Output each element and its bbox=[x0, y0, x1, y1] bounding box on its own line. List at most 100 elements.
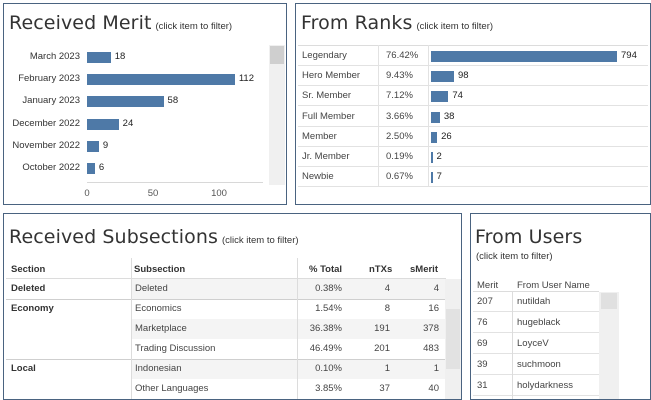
merit-scroll-thumb[interactable] bbox=[270, 46, 284, 64]
rank-bar[interactable] bbox=[431, 131, 438, 143]
subsections-scroll-thumb[interactable] bbox=[446, 309, 460, 369]
received-subsections-panel: Received Subsections (click item to filte… bbox=[3, 213, 462, 400]
rank-percentage: 9.43% bbox=[386, 70, 413, 82]
merit-bar[interactable] bbox=[87, 96, 164, 108]
smerit-cell: 378 bbox=[423, 323, 439, 334]
merit-scrollbar[interactable] bbox=[269, 45, 285, 185]
rank-row[interactable]: Full Member 3.66% 38 bbox=[298, 107, 648, 127]
col-header-smerit[interactable]: sMerit bbox=[410, 264, 438, 275]
user-row[interactable]: 31 holydarkness bbox=[473, 376, 599, 396]
ntxs-cell: 8 bbox=[384, 303, 390, 314]
smerit-cell: 40 bbox=[428, 383, 439, 394]
from-ranks-hint: (click item to filter) bbox=[416, 21, 494, 32]
pct-total-cell: 46.49% bbox=[309, 343, 342, 354]
rank-row[interactable]: Member 2.50% 26 bbox=[298, 127, 648, 147]
rank-value-label: 2 bbox=[436, 151, 442, 162]
subsections-scrollbar[interactable] bbox=[445, 279, 461, 399]
subsections-header-line bbox=[6, 278, 446, 279]
merit-x-tick-label: 100 bbox=[211, 188, 227, 199]
users-scroll-thumb[interactable] bbox=[601, 293, 617, 309]
subsection-row[interactable] bbox=[132, 339, 445, 359]
merit-cell: 69 bbox=[477, 338, 488, 349]
rank-name: Newbie bbox=[302, 171, 334, 183]
users-header-line bbox=[473, 291, 599, 292]
users-scrollbar[interactable] bbox=[599, 292, 619, 399]
rank-row[interactable]: Legendary 76.42% 794 bbox=[298, 46, 648, 66]
merit-bar[interactable] bbox=[87, 140, 99, 152]
section-group-line bbox=[6, 299, 445, 300]
subsection-cell: Trading Discussion bbox=[135, 343, 216, 354]
col-header-pct-total[interactable]: % Total bbox=[309, 264, 343, 275]
subsections-hint: (click item to filter) bbox=[221, 235, 299, 246]
merit-category-label: February 2023 bbox=[18, 73, 80, 85]
user-row[interactable]: 207 nutildah bbox=[473, 292, 599, 312]
ntxs-cell: 37 bbox=[379, 383, 390, 394]
merit-bar[interactable] bbox=[87, 74, 235, 86]
rank-value-label: 7 bbox=[436, 171, 442, 183]
rank-row[interactable]: Hero Member 9.43% 98 bbox=[298, 66, 648, 87]
pct-total-cell: 36.38% bbox=[309, 323, 342, 334]
rank-bar[interactable] bbox=[431, 172, 433, 184]
from-users-panel: From Users (click item to filter) Merit … bbox=[470, 213, 651, 400]
merit-bar[interactable] bbox=[87, 52, 111, 63]
received-merit-panel: Received Merit (click item to filter) Mar… bbox=[3, 3, 287, 205]
rank-row[interactable]: Sr. Member 7.12% 74 bbox=[298, 86, 648, 107]
rank-percentage: 3.66% bbox=[386, 110, 413, 122]
rank-row[interactable]: Newbie 0.67% 7 bbox=[298, 167, 648, 188]
ranks-col-sep-2 bbox=[428, 45, 429, 187]
merit-bar[interactable] bbox=[87, 118, 119, 130]
section-group-line bbox=[6, 359, 445, 360]
subsection-row[interactable] bbox=[132, 359, 445, 379]
col-header-subsection[interactable]: Subsection bbox=[134, 264, 186, 275]
rank-name: Member bbox=[302, 130, 337, 142]
rank-percentage: 0.19% bbox=[386, 151, 413, 162]
smerit-cell: 483 bbox=[423, 343, 439, 354]
rank-name: Sr. Member bbox=[302, 90, 352, 102]
from-ranks-title: From Ranks (click item to filter) bbox=[301, 12, 493, 34]
section-cell: Deleted bbox=[11, 283, 46, 294]
merit-bar[interactable] bbox=[87, 163, 95, 174]
merit-x-axis bbox=[87, 182, 263, 183]
pct-total-cell: 0.10% bbox=[315, 363, 342, 374]
ranks-top-line bbox=[298, 45, 648, 46]
rank-bar[interactable] bbox=[431, 51, 617, 62]
subsection-cell: Other Languages bbox=[135, 383, 209, 394]
from-users-heading: From Users bbox=[475, 226, 583, 248]
from-ranks-panel: From Ranks (click item to filter) Legenda… bbox=[295, 3, 651, 205]
rank-value-label: 74 bbox=[452, 90, 463, 102]
rank-value-label: 794 bbox=[621, 50, 637, 61]
ntxs-cell: 1 bbox=[384, 363, 390, 374]
col-header-ntxs[interactable]: nTXs bbox=[369, 264, 393, 275]
user-row[interactable]: 69 LoyceV bbox=[473, 334, 599, 354]
pct-total-cell: 0.38% bbox=[315, 283, 342, 294]
col-header-section[interactable]: Section bbox=[11, 264, 46, 275]
merit-category-label: November 2022 bbox=[12, 139, 80, 151]
subsection-row[interactable] bbox=[132, 299, 445, 319]
ranks-col-sep-1 bbox=[378, 45, 379, 187]
merit-cell: 39 bbox=[477, 359, 488, 370]
received-merit-title: Received Merit (click item to filter) bbox=[9, 12, 232, 34]
user-row[interactable]: 39 suchmoon bbox=[473, 355, 599, 375]
rank-percentage: 0.67% bbox=[386, 171, 413, 183]
subsection-row[interactable] bbox=[132, 379, 445, 399]
pct-total-cell: 1.54% bbox=[315, 303, 342, 314]
rank-row[interactable]: Jr. Member 0.19% 2 bbox=[298, 147, 648, 167]
subsection-row[interactable] bbox=[132, 319, 445, 339]
rank-bar[interactable] bbox=[431, 71, 454, 83]
subsections-heading: Received Subsections bbox=[9, 226, 218, 248]
col-header-user-name[interactable]: From User Name bbox=[517, 280, 590, 291]
rank-bar[interactable] bbox=[431, 152, 433, 163]
merit-cell: 76 bbox=[477, 317, 488, 328]
rank-value-label: 98 bbox=[457, 70, 469, 82]
rank-bar[interactable] bbox=[431, 111, 440, 123]
subsection-row[interactable] bbox=[132, 279, 445, 299]
section-cell: Economy bbox=[11, 303, 54, 314]
merit-value-label: 58 bbox=[167, 95, 179, 107]
rank-bar[interactable] bbox=[431, 91, 449, 103]
col-header-merit[interactable]: Merit bbox=[477, 280, 499, 291]
rank-name: Hero Member bbox=[302, 70, 361, 82]
merit-cell: 207 bbox=[477, 296, 493, 307]
section-cell: Local bbox=[11, 363, 36, 374]
user-row[interactable]: 76 hugeblack bbox=[473, 313, 599, 333]
merit-cell: 31 bbox=[477, 380, 488, 391]
